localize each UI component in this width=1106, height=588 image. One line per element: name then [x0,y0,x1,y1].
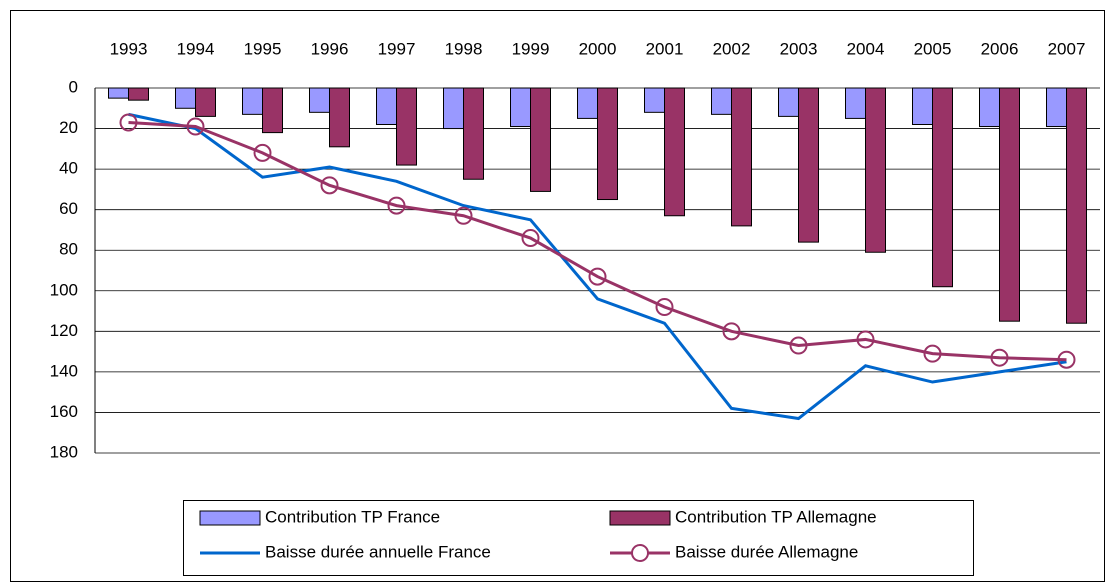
y-tick-label: 160 [50,402,78,421]
legend-label: Baisse durée Allemagne [675,542,858,561]
bar [577,87,598,119]
bar [711,87,732,115]
y-tick-label: 80 [59,240,78,259]
marker [588,267,607,286]
marker [320,176,339,195]
marker [789,336,808,355]
bar [1046,87,1067,128]
marker [521,229,540,248]
bar [443,87,464,130]
marker [990,348,1009,367]
bar [979,87,1000,128]
y-tick-label: 180 [50,442,78,461]
bar [510,87,531,128]
y-tick-label: 60 [59,199,78,218]
x-tick-label: 2003 [780,39,818,58]
x-tick-label: 2000 [579,39,617,58]
bar [396,87,417,166]
bar [1066,87,1087,324]
bar [597,87,618,201]
bar [530,87,551,192]
line [128,120,1067,362]
bar [329,87,350,148]
marker [387,196,406,215]
legend-marker [631,544,649,562]
bar [242,87,263,115]
bar [376,87,397,125]
x-tick-label: 2007 [1048,39,1086,58]
legend-label: Contribution TP France [265,507,440,526]
x-tick-label: 2004 [847,39,885,58]
y-tick-label: 100 [50,280,78,299]
y-tick-label: 140 [50,361,78,380]
x-tick-label: 1999 [512,39,550,58]
x-tick-label: 2002 [713,39,751,58]
x-tick-label: 1997 [378,39,416,58]
bar [463,87,484,180]
marker [923,344,942,363]
y-tick-label: 20 [59,118,78,137]
marker [655,298,674,316]
marker [186,117,205,136]
marker [119,113,138,132]
x-tick-label: 2005 [914,39,952,58]
bar [731,87,752,227]
bar [644,87,665,113]
marker [856,330,875,349]
bar [999,87,1020,322]
x-tick-label: 1998 [445,39,483,58]
bar [932,87,953,288]
bar [309,87,330,113]
marker [1057,350,1076,369]
bar [664,87,685,217]
legend-label: Baisse durée annuelle France [265,542,491,561]
bar [262,87,283,134]
line [128,112,1067,421]
y-tick-label: 0 [69,77,78,96]
y-tick-label: 40 [59,159,78,178]
x-tick-label: 2001 [646,39,684,58]
bar [778,87,799,117]
bar [195,87,216,117]
marker [253,143,272,162]
bar [175,87,196,109]
bar [798,87,819,243]
legend-swatch [609,510,671,526]
x-tick-label: 2006 [981,39,1019,58]
x-tick-label: 1996 [311,39,349,58]
bar [108,87,129,99]
x-tick-label: 1994 [177,39,215,58]
legend-swatch [199,510,261,526]
legend-box [183,500,974,576]
bar [845,87,866,119]
x-tick-label: 1993 [110,39,148,58]
marker [722,322,741,341]
bar [912,87,933,125]
x-tick-label: 1995 [244,39,282,58]
y-tick-label: 120 [50,321,78,340]
bar [865,87,886,253]
legend-label: Contribution TP Allemagne [675,507,877,526]
marker [454,206,473,225]
bar [128,87,149,101]
